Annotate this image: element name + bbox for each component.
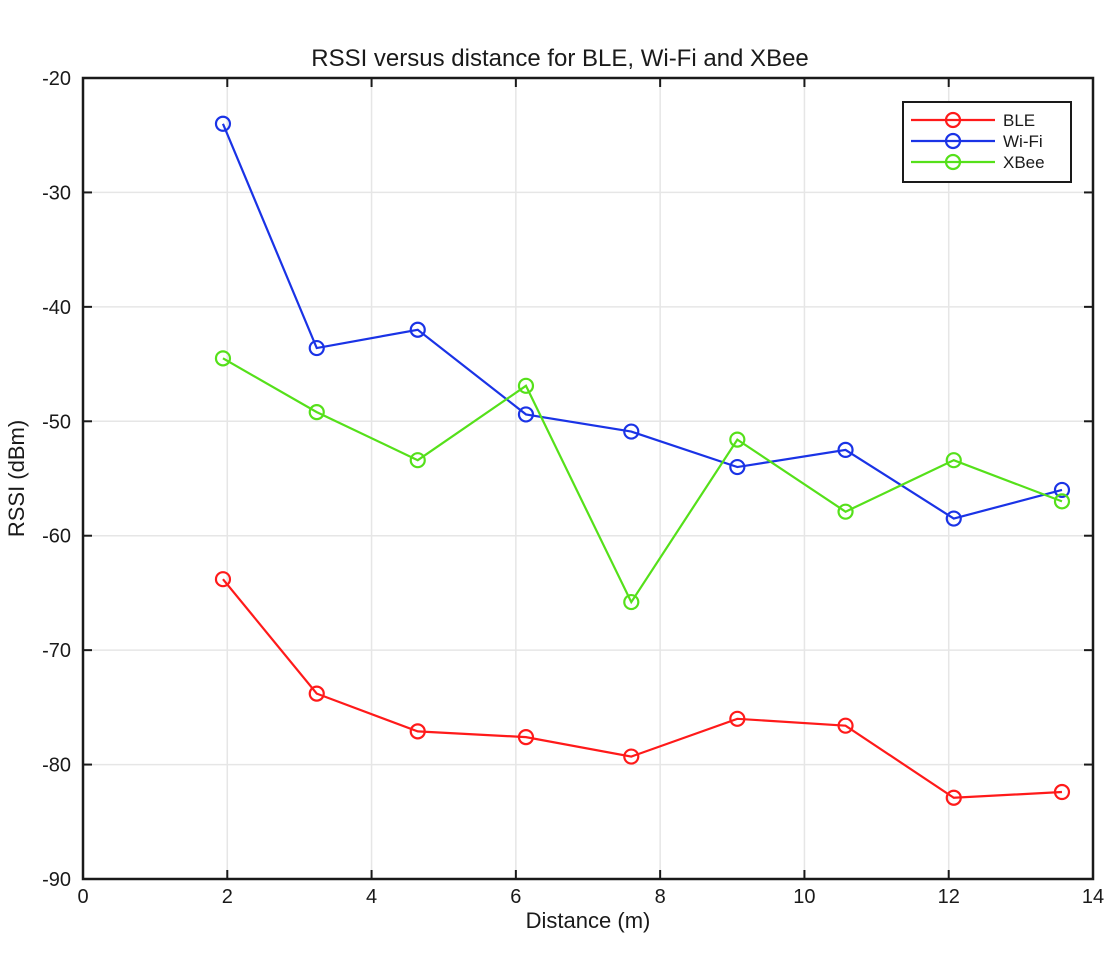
y-tick-label: -40 bbox=[42, 297, 71, 319]
series-layer bbox=[214, 115, 1071, 806]
legend: BLE Wi-Fi XBee bbox=[902, 101, 1072, 183]
data-point-xbee bbox=[1053, 493, 1071, 510]
legend-label-ble: BLE bbox=[1003, 111, 1035, 130]
data-point-xbee bbox=[214, 350, 232, 367]
data-point-wi-fi bbox=[623, 423, 640, 440]
data-point-xbee bbox=[729, 431, 746, 448]
y-axis-label: RSSI (dBm) bbox=[4, 420, 29, 537]
data-point-wi-fi bbox=[517, 406, 535, 423]
x-tick-label: 2 bbox=[222, 886, 233, 908]
data-point-xbee bbox=[945, 452, 962, 469]
x-tick-label: 14 bbox=[1082, 886, 1104, 908]
grid-lines bbox=[83, 78, 1093, 879]
data-point-ble bbox=[945, 789, 962, 806]
series-line-wi-fi bbox=[221, 123, 1063, 520]
data-point-ble bbox=[623, 748, 640, 765]
plot-frame bbox=[81, 76, 1095, 881]
data-point-xbee bbox=[623, 593, 640, 611]
data-point-ble bbox=[1053, 783, 1071, 801]
x-tick-label: 6 bbox=[510, 886, 521, 908]
chart-title: RSSI versus distance for BLE, Wi-Fi and … bbox=[311, 45, 809, 72]
legend-marker-ble bbox=[944, 111, 962, 129]
data-point-ble bbox=[214, 571, 232, 588]
x-tick-label: 4 bbox=[366, 886, 377, 908]
y-tick-label: -30 bbox=[42, 182, 71, 204]
data-point-wi-fi bbox=[945, 510, 962, 527]
data-point-wi-fi bbox=[308, 339, 325, 357]
data-point-wi-fi bbox=[214, 115, 232, 132]
data-point-ble bbox=[409, 723, 426, 740]
series-line-ble bbox=[222, 578, 1063, 799]
data-point-xbee bbox=[308, 404, 325, 421]
data-point-wi-fi bbox=[729, 458, 746, 476]
data-point-wi-fi bbox=[409, 321, 426, 338]
data-point-wi-fi bbox=[1053, 481, 1071, 499]
data-point-ble bbox=[837, 717, 854, 734]
legend-label-xbee: XBee bbox=[1003, 153, 1045, 172]
x-tick-label: 0 bbox=[77, 886, 88, 908]
data-point-ble bbox=[517, 729, 535, 746]
data-point-xbee bbox=[837, 503, 854, 520]
data-point-ble bbox=[308, 685, 325, 702]
x-tick-label: 12 bbox=[938, 886, 960, 908]
x-axis-label: Distance (m) bbox=[526, 908, 651, 933]
data-point-ble bbox=[729, 710, 746, 727]
legend-label-wi-fi: Wi-Fi bbox=[1003, 132, 1043, 151]
y-tick-label: -80 bbox=[42, 755, 71, 777]
y-tick-label: -90 bbox=[42, 869, 71, 891]
axis-ticks: 0 2 4 6 8 10 12 14 -20 -30 -40 -50 -60 -70 -80 -90 bbox=[42, 68, 1104, 908]
x-tick-label: 10 bbox=[793, 886, 815, 908]
y-tick-label: -20 bbox=[42, 68, 71, 90]
y-tick-label: -50 bbox=[42, 411, 71, 433]
y-tick-label: -60 bbox=[42, 526, 71, 548]
x-tick-label: 8 bbox=[655, 886, 666, 908]
data-point-xbee bbox=[517, 377, 535, 394]
legend-marker-wi-fi bbox=[944, 132, 962, 150]
series-line-xbee bbox=[222, 357, 1063, 605]
data-point-wi-fi bbox=[837, 441, 854, 458]
y-tick-label: -70 bbox=[42, 640, 71, 662]
data-point-xbee bbox=[409, 452, 426, 469]
legend-marker-xbee bbox=[944, 153, 962, 171]
